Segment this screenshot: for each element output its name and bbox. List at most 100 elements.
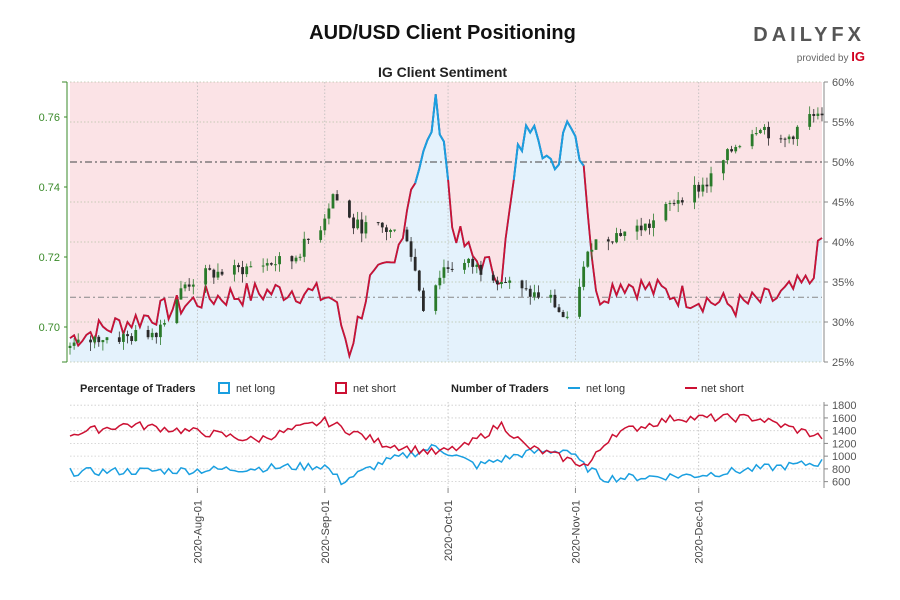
candle-body bbox=[594, 239, 598, 250]
x-tick-label: 2020-Nov-01 bbox=[570, 500, 582, 564]
candle-body bbox=[393, 229, 397, 231]
candle-body bbox=[791, 136, 795, 140]
candle-body bbox=[763, 126, 766, 131]
candle-body bbox=[274, 264, 277, 266]
candle-body bbox=[672, 203, 676, 205]
x-tick-label: 2020-Dec-01 bbox=[694, 500, 706, 564]
candle-body bbox=[237, 265, 240, 268]
brand-ig: IG bbox=[851, 49, 865, 64]
candle-body bbox=[767, 126, 770, 139]
candle-body bbox=[261, 265, 265, 267]
candle-body bbox=[582, 266, 586, 287]
candle-body bbox=[241, 267, 244, 275]
candle-body bbox=[117, 337, 121, 342]
candle-body bbox=[335, 194, 339, 201]
series-net-long-count bbox=[69, 443, 823, 486]
candle-body bbox=[693, 184, 697, 203]
candle-body bbox=[232, 265, 236, 275]
candle-body bbox=[348, 200, 351, 218]
brand-provided-text: provided by bbox=[796, 53, 849, 64]
candle-body bbox=[652, 220, 655, 228]
legend-num-long-label: net long bbox=[586, 383, 625, 395]
chart-title: AUD/USD Client Positioning bbox=[309, 22, 576, 44]
candle-body bbox=[479, 264, 483, 275]
candle-body bbox=[795, 126, 799, 140]
candle-body bbox=[434, 285, 438, 311]
price-axis: 0.70 0.72 0.74 0.76 bbox=[39, 81, 68, 363]
candle-body bbox=[808, 114, 812, 127]
legend-pct-short-swatch bbox=[335, 382, 347, 394]
candle-body bbox=[520, 280, 524, 289]
candle-body bbox=[360, 219, 364, 234]
candle-body bbox=[820, 113, 824, 116]
candle-body bbox=[380, 222, 384, 228]
candle-body bbox=[438, 277, 442, 286]
candle-body bbox=[413, 256, 417, 271]
candle-body bbox=[528, 288, 532, 297]
candle-body bbox=[450, 268, 454, 270]
traders-tick-label: 600 bbox=[832, 477, 850, 489]
candle-body bbox=[524, 288, 528, 290]
legend-num-title: Number of Traders bbox=[451, 383, 549, 395]
candle-body bbox=[220, 271, 224, 275]
candle-body bbox=[302, 238, 306, 257]
candle-body bbox=[532, 292, 536, 297]
price-tick-label: 0.74 bbox=[39, 182, 60, 194]
candle-body bbox=[557, 307, 561, 312]
legend: Percentage of Traders net long net short Nu… bbox=[80, 382, 744, 395]
series-net-short-count bbox=[69, 412, 823, 467]
sentiment-areas bbox=[70, 82, 822, 363]
percentage-tick-label: 35% bbox=[832, 277, 854, 289]
candle-body bbox=[606, 239, 610, 242]
candle-body bbox=[265, 263, 269, 266]
candle-body bbox=[159, 324, 162, 338]
candle-body bbox=[278, 256, 281, 265]
traders-tick-label: 1400 bbox=[832, 426, 856, 438]
candle-body bbox=[668, 203, 672, 205]
x-tick-label: 2020-Sep-01 bbox=[320, 500, 332, 564]
candle-body bbox=[204, 268, 208, 285]
candle-body bbox=[154, 332, 158, 338]
candle-body bbox=[306, 238, 310, 240]
series-net-long-peaks bbox=[414, 94, 585, 184]
traders-tick-label: 1600 bbox=[832, 413, 856, 425]
candle-body bbox=[471, 258, 475, 267]
candle-body bbox=[68, 345, 72, 348]
candle-body bbox=[553, 294, 557, 308]
candle-body bbox=[648, 223, 651, 228]
percentage-tick-label: 60% bbox=[832, 77, 854, 89]
candle-body bbox=[319, 230, 323, 240]
candle-body bbox=[508, 280, 512, 283]
candle-body bbox=[816, 113, 820, 116]
candle-body bbox=[183, 284, 187, 289]
brand-logo: DAILYFX provided by IG bbox=[753, 24, 865, 64]
candle-body bbox=[475, 264, 479, 267]
candle-body bbox=[754, 133, 758, 135]
candle-body bbox=[294, 257, 298, 262]
x-tick-label: 2020-Oct-01 bbox=[443, 500, 455, 561]
candle-body bbox=[105, 337, 109, 341]
candle-body bbox=[615, 233, 618, 243]
candle-body bbox=[352, 217, 355, 229]
candle-body bbox=[389, 229, 392, 232]
candle-body bbox=[122, 334, 125, 342]
candle-body bbox=[783, 138, 787, 140]
candle-body bbox=[331, 194, 335, 209]
candle-body bbox=[376, 222, 380, 224]
candle-body bbox=[216, 271, 220, 278]
candle-body bbox=[101, 340, 105, 343]
candle-body bbox=[245, 266, 249, 275]
price-tick-label: 0.70 bbox=[39, 322, 60, 334]
candle-body bbox=[701, 184, 705, 192]
x-tick-label: 2020-Aug-01 bbox=[192, 500, 204, 564]
candle-body bbox=[364, 222, 368, 234]
candle-body bbox=[730, 149, 733, 152]
candle-body bbox=[249, 266, 253, 268]
candle-body bbox=[269, 263, 273, 265]
candle-body bbox=[191, 284, 195, 287]
percentage-axis: 25% 30% 35% 40% 45% 50% 55% 60% bbox=[823, 77, 854, 369]
percentage-tick-label: 55% bbox=[832, 117, 854, 129]
percentage-tick-label: 30% bbox=[832, 317, 854, 329]
candle-body bbox=[680, 200, 684, 203]
candle-body bbox=[504, 282, 507, 284]
